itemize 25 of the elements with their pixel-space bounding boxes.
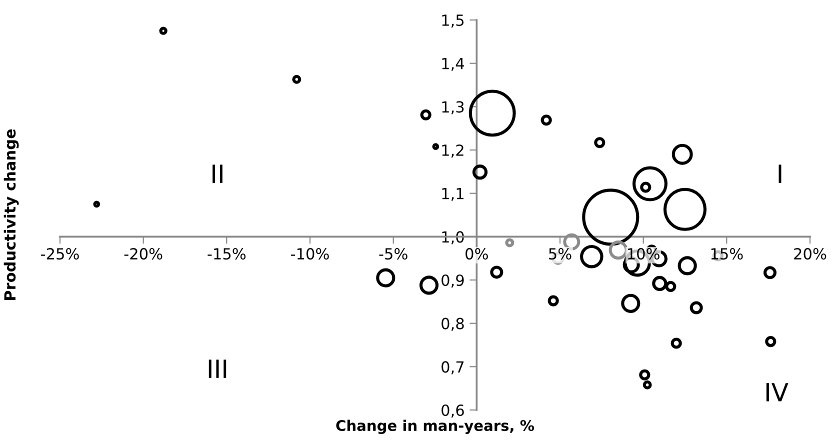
- y-tick-label: 1,3: [442, 101, 464, 114]
- annotation: I: [778, 164, 782, 183]
- y-tick-label: 0,6: [442, 404, 464, 418]
- y-tick-label: 0,9: [442, 274, 464, 288]
- x-tick-label: -5%: [379, 248, 408, 260]
- y-tick-label: 0,8: [442, 318, 464, 331]
- x-tick-label: 5%: [549, 248, 572, 260]
- annotation: IV: [766, 383, 788, 402]
- y-tick-label: 1,4: [442, 58, 464, 71]
- y-tick-label: 1,2: [442, 144, 464, 158]
- y-tick-label: 1,5: [442, 14, 464, 28]
- x-tick-label: -10%: [291, 248, 329, 260]
- x-tick-label: -25%: [41, 248, 79, 260]
- x-axis-title: Change in man-years, %: [336, 420, 534, 434]
- x-tick-label: 20%: [794, 248, 826, 260]
- x-tick-label: 0%: [466, 248, 488, 260]
- x-tick-label: -20%: [124, 248, 162, 260]
- y-axis-title: Productivity change: [4, 129, 19, 300]
- x-tick-label: 15%: [711, 248, 743, 260]
- y-tick-label: 1,1: [442, 188, 464, 201]
- x-tick-label: -15%: [208, 248, 246, 260]
- annotation: II: [212, 164, 222, 183]
- y-tick-label: 0,7: [442, 361, 464, 374]
- annotation: III: [208, 360, 226, 378]
- x-tick-label: 10%: [628, 248, 660, 260]
